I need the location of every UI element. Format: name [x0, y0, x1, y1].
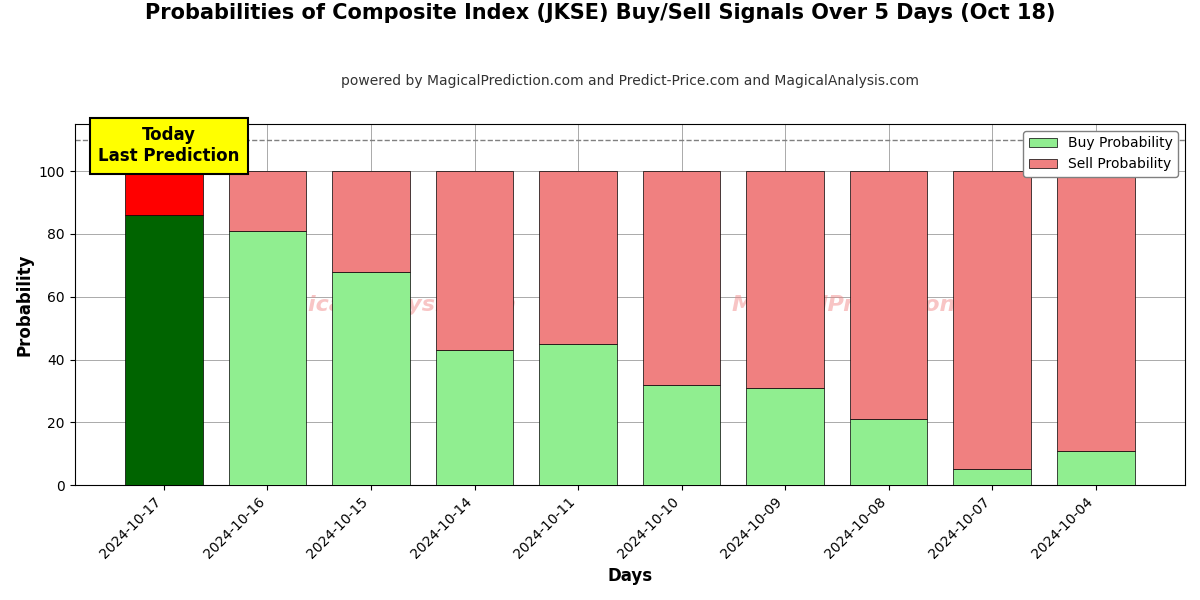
Bar [746, 388, 824, 485]
Legend: Buy Probability, Sell Probability: Buy Probability, Sell Probability [1024, 131, 1178, 177]
Bar [539, 171, 617, 344]
Title: powered by MagicalPrediction.com and Predict-Price.com and MagicalAnalysis.com: powered by MagicalPrediction.com and Pre… [341, 74, 919, 88]
Text: Today
Last Prediction: Today Last Prediction [98, 127, 240, 165]
Bar [229, 171, 306, 231]
Bar [332, 171, 410, 272]
Bar [436, 350, 514, 485]
Bar [850, 171, 928, 419]
Bar [539, 344, 617, 485]
Bar [229, 231, 306, 485]
Bar [1057, 171, 1134, 451]
Bar [436, 171, 514, 350]
Text: Probabilities of Composite Index (JKSE) Buy/Sell Signals Over 5 Days (Oct 18): Probabilities of Composite Index (JKSE) … [145, 3, 1055, 23]
Text: MagicalPrediction.com: MagicalPrediction.com [732, 295, 1016, 314]
Bar [1057, 451, 1134, 485]
Bar [953, 171, 1031, 469]
Y-axis label: Probability: Probability [16, 253, 34, 356]
Bar [643, 171, 720, 385]
X-axis label: Days: Days [607, 567, 653, 585]
Bar [643, 385, 720, 485]
Bar [332, 272, 410, 485]
Bar [953, 469, 1031, 485]
Bar [746, 171, 824, 388]
Bar [125, 215, 203, 485]
Bar [125, 171, 203, 215]
Bar [850, 419, 928, 485]
Text: MagicalAnalysis.com: MagicalAnalysis.com [256, 295, 516, 314]
